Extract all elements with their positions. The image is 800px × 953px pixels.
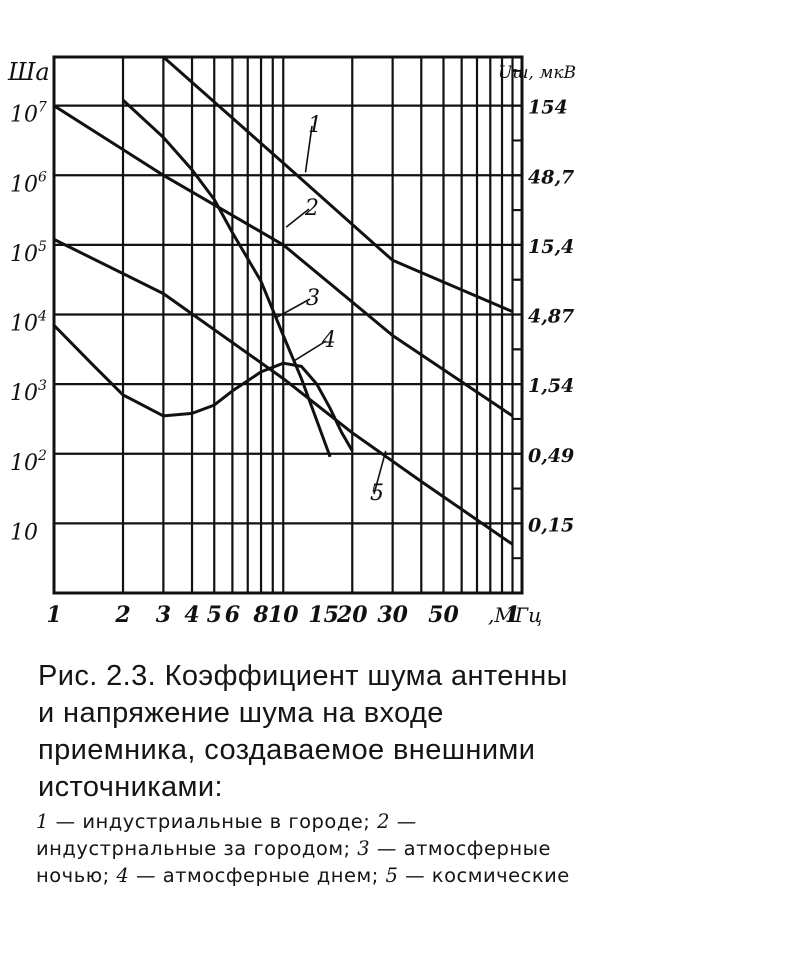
x-tick-label: 1	[505, 602, 520, 628]
y-tick-label-right: 0,49	[528, 445, 574, 467]
figure-caption: Рис. 2.3. Коэффициент шума антенны и нап…	[38, 660, 568, 803]
curve-3-label: 3	[306, 286, 320, 311]
y-tick-label-left: 104	[10, 309, 47, 337]
x-tick-label: 30	[377, 602, 408, 628]
y-tick-label-right: 0,15	[528, 514, 574, 536]
curve-1	[162, 55, 514, 313]
plot-frame	[52, 55, 524, 595]
legend-number-3: 3	[357, 837, 371, 860]
y-tick-label-right: 15,4	[528, 236, 574, 258]
x-tick-label: 6	[225, 602, 240, 628]
x-tick-label: 1	[46, 602, 61, 628]
legend-number-2: 2	[377, 810, 390, 833]
y-tick-label-right: 1,54	[528, 375, 574, 397]
x-tick-label: 20	[336, 602, 368, 628]
legend-text-4: — атмосферные днем;	[129, 864, 386, 887]
legend-number-4: 4	[116, 864, 130, 887]
legend-text-5: — космические	[398, 864, 570, 887]
figure-legend: 1 — индустриальные в городе; 2 — индустр…	[36, 808, 596, 889]
y-tick-label-left: 103	[10, 378, 47, 406]
y-axis-left-label: Ша	[7, 58, 50, 86]
y-axis-right-label: Uш, мкВ	[498, 63, 576, 83]
x-tick-label: 8	[252, 602, 268, 628]
curve-3-leader	[275, 298, 311, 319]
y-tick-label-left: 102	[10, 448, 47, 476]
x-tick-label: 15	[308, 602, 339, 628]
curve-4-label: 4	[321, 328, 336, 353]
curve-2-label: 2	[304, 196, 319, 221]
curve-1-leader	[304, 125, 313, 173]
x-tick-label: 3	[156, 602, 171, 628]
x-axis-unit-label: ,МГц	[488, 603, 542, 627]
chart-grid	[54, 57, 522, 593]
x-tick-label: 50	[428, 602, 459, 628]
curve-1-label: 1	[308, 113, 322, 138]
y-tick-label-right: 154	[528, 97, 568, 119]
legend-number-5: 5	[385, 864, 399, 887]
y-tick-label-left: 10	[10, 520, 38, 545]
x-tick-label: 2	[114, 602, 130, 628]
curve-5	[53, 238, 514, 546]
legend-number-1: 1	[36, 810, 49, 833]
y-tick-label-right: 48,7	[528, 166, 574, 188]
x-tick-label: 10	[268, 602, 299, 628]
legend-text-3: — атмосферные ночью;	[36, 837, 551, 887]
curve-3	[121, 98, 332, 458]
x-tick-label: 4	[184, 602, 199, 628]
y-tick-label-left: 105	[10, 239, 47, 267]
y-tick-label-right: 4,87	[528, 306, 574, 328]
legend-text-1: — индустриальные в городе;	[48, 810, 378, 833]
y-tick-label-left: 107	[10, 100, 47, 128]
curve-5-leader	[373, 450, 387, 495]
curve-2	[53, 104, 514, 418]
x-tick-label: 5	[207, 602, 222, 628]
curve-2-leader	[285, 208, 310, 228]
curve-5-label: 5	[370, 481, 384, 506]
legend-text-2: — индустрнальные за городом;	[36, 810, 417, 860]
curve-4-leader	[292, 340, 327, 363]
curve-4	[52, 324, 354, 452]
chart-curves	[52, 55, 514, 546]
y-tick-label-left: 106	[10, 169, 47, 197]
